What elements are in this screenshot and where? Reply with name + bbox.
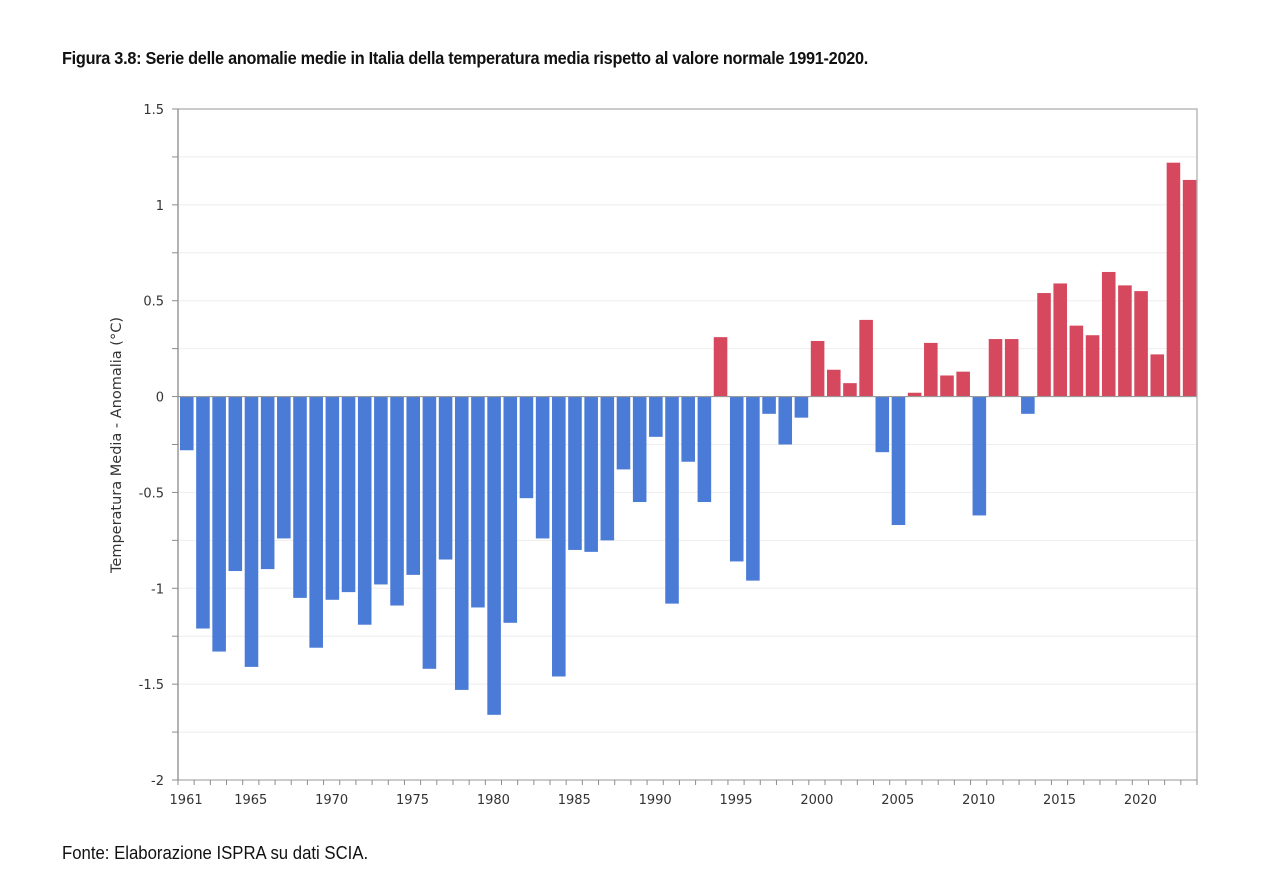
y-axis-label: Temperatura Media - Anomalia (°C) xyxy=(109,317,125,574)
x-tick-label: 1990 xyxy=(639,793,672,808)
bar-1994 xyxy=(713,337,728,397)
bar-2005 xyxy=(891,396,906,526)
y-tick-label: 1 xyxy=(156,199,164,214)
x-tick-label: 1970 xyxy=(315,793,348,808)
x-tick-label: 1980 xyxy=(477,793,510,808)
y-axis: 1.5 1 0.5 0 -0.5 -1 -1.5 -2 xyxy=(139,103,179,789)
bar-2015 xyxy=(1053,283,1067,397)
bar-1998 xyxy=(778,396,793,445)
x-tick-label: 2005 xyxy=(881,793,914,808)
bar-2020 xyxy=(1134,291,1148,397)
y-tick-label: -1 xyxy=(151,582,164,597)
bar-1985 xyxy=(568,396,582,550)
bar-1976 xyxy=(422,396,437,669)
x-tick-label: 1965 xyxy=(234,793,267,808)
bar-1975 xyxy=(406,396,421,575)
x-tick-label: 1985 xyxy=(558,793,591,808)
bar-2016 xyxy=(1069,325,1084,397)
bar-1981 xyxy=(503,396,518,623)
y-tick-label: -0.5 xyxy=(139,486,164,501)
bar-2002 xyxy=(843,383,857,397)
bar-1991 xyxy=(665,396,679,604)
bar-1978 xyxy=(454,396,469,690)
x-axis: 1961 1965 1970 1975 1980 1985 1990 1995 2000 2005… xyxy=(170,780,1198,808)
bar-1983 xyxy=(535,396,550,539)
bars xyxy=(180,162,1197,715)
bar-2013 xyxy=(1021,396,1035,414)
bar-2008 xyxy=(940,375,954,397)
y-tick-label: 0 xyxy=(156,391,164,406)
bar-1980 xyxy=(487,396,501,715)
x-tick-label: 2010 xyxy=(962,793,995,808)
bar-2012 xyxy=(1004,339,1019,397)
y-tick-label: 0.5 xyxy=(143,295,164,310)
bar-2010 xyxy=(972,396,987,516)
bar-2023 xyxy=(1182,179,1197,397)
figure-source: Fonte: Elaborazione ISPRA su dati SCIA. xyxy=(62,843,369,863)
bar-1996 xyxy=(746,396,760,581)
bar-1971 xyxy=(341,396,356,593)
bar-1962 xyxy=(196,396,210,629)
bar-1965 xyxy=(244,396,259,667)
y-tick-label: -2 xyxy=(151,774,164,789)
bar-1982 xyxy=(519,396,534,499)
bar-1984 xyxy=(552,396,566,677)
bar-1963 xyxy=(212,396,226,652)
bar-1970 xyxy=(325,396,340,600)
x-tick-label: 1995 xyxy=(719,793,752,808)
bar-1968 xyxy=(293,396,307,598)
x-tick-label: 1961 xyxy=(170,793,203,808)
bar-1987 xyxy=(600,396,615,541)
bar-1992 xyxy=(681,396,695,462)
bar-2014 xyxy=(1037,293,1051,397)
bar-2001 xyxy=(826,369,841,397)
x-tick-label: 1975 xyxy=(396,793,429,808)
y-tick-label: -1.5 xyxy=(139,678,164,693)
bar-1999 xyxy=(794,396,809,418)
figure-title: Figura 3.8: Serie delle anomalie medie i… xyxy=(62,48,869,68)
bar-1993 xyxy=(697,396,712,503)
bar-1977 xyxy=(438,396,453,560)
bar-2000 xyxy=(810,340,825,397)
bar-1979 xyxy=(471,396,485,608)
bar-2019 xyxy=(1118,285,1132,397)
bar-1973 xyxy=(374,396,388,585)
y-tick-label: 1.5 xyxy=(143,103,164,118)
bar-2022 xyxy=(1166,162,1181,397)
bar-1995 xyxy=(729,396,744,562)
bar-1989 xyxy=(632,396,647,503)
bar-2011 xyxy=(988,339,1003,397)
x-tick-label: 2020 xyxy=(1124,793,1157,808)
bar-1988 xyxy=(616,396,631,470)
bar-2006 xyxy=(907,392,922,397)
bar-1997 xyxy=(762,396,776,414)
x-tick-label: 2015 xyxy=(1043,793,1076,808)
bar-1967 xyxy=(277,396,291,539)
bar-2009 xyxy=(956,371,970,397)
bar-2021 xyxy=(1150,354,1165,397)
bar-2017 xyxy=(1085,335,1100,397)
bar-2003 xyxy=(859,319,873,397)
bar-1961 xyxy=(180,396,194,451)
bar-2018 xyxy=(1101,271,1116,397)
bar-2004 xyxy=(875,396,890,453)
bar-1972 xyxy=(357,396,372,625)
bar-1969 xyxy=(309,396,323,648)
bar-1966 xyxy=(260,396,275,570)
x-tick-label: 2000 xyxy=(800,793,833,808)
bar-1990 xyxy=(649,396,663,437)
bar-2007 xyxy=(924,342,938,397)
bar-1964 xyxy=(228,396,243,572)
bar-1986 xyxy=(584,396,598,552)
bar-1974 xyxy=(390,396,404,606)
